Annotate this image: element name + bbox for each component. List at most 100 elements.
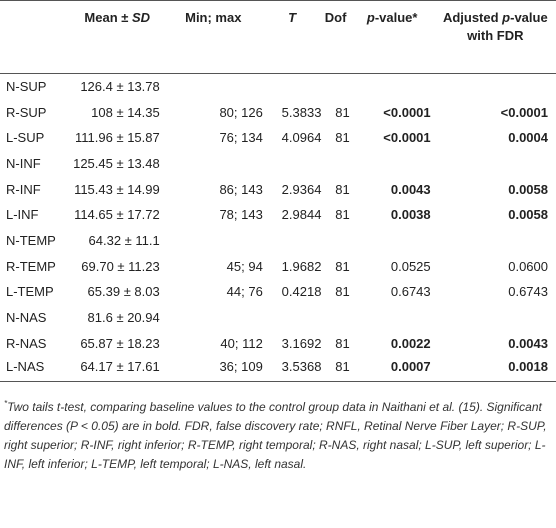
table-cell [435,151,556,177]
table-cell [321,74,349,100]
table-cell: N-INF [0,151,71,177]
table-cell [321,228,349,254]
table-cell: 0.0600 [435,253,556,279]
table-cell: 81 [321,330,349,356]
table-cell: 108 ± 14.35 [71,99,164,125]
table-row: R-SUP 108 ± 14.35 80; 126 5.3833 81 <0.0001 <0… [0,99,556,125]
cell-value: 0.0038 [390,207,431,223]
cell-value: 81 [335,207,350,223]
cell-value: 81.6 ± 20.94 [87,310,160,326]
cell-value: 5.3833 [281,104,322,120]
cell-value: 0.4218 [281,284,322,300]
cell-value: 4.0964 [281,130,322,146]
table-cell: 5.3833 [263,99,322,125]
row-label: N-NAS [6,310,47,326]
table-cell: 86; 143 [164,176,263,202]
table-cell [263,305,322,331]
table-cell: 81 [321,356,349,382]
table-cell [164,74,263,100]
table-cell: 0.0058 [435,176,556,202]
table-cell: 45; 94 [164,253,263,279]
header-text: Adjusted [442,10,503,25]
table-cell: <0.0001 [435,99,556,125]
cell-value: 108 ± 14.35 [91,104,160,120]
table-cell: 81 [321,202,349,228]
cell-value: 126.4 ± 13.78 [80,79,160,95]
table-cell: 125.45 ± 13.48 [71,151,164,177]
table-cell: 4.0964 [263,125,322,151]
table-cell: 1.9682 [263,253,322,279]
cell-value: 81 [335,258,350,274]
cell-value: 64.17 ± 17.61 [80,359,160,375]
table-cell: 81 [321,125,349,151]
table-cell: 0.4218 [263,279,322,305]
cell-value: 78; 143 [219,207,263,223]
cell-value: 1.9682 [281,258,322,274]
header-cell: p-value* [350,1,435,74]
cell-value: 114.65 ± 17.72 [74,207,160,223]
cell-value: 0.0058 [508,181,548,197]
row-label: N-SUP [6,79,47,95]
header-cell: Min; max [164,1,263,74]
cell-value: 2.9364 [281,181,322,197]
table-cell: N-NAS [0,305,71,331]
cell-value: 86; 143 [219,181,263,197]
table-cell: 0.6743 [350,279,435,305]
table-cell: 115.43 ± 14.99 [71,176,164,202]
table-cell: 3.1692 [263,330,322,356]
table-row: N-TEMP 64.32 ± 11.1 [0,228,556,254]
footnote: *Two tails t-test, comparing baseline va… [0,382,556,474]
table-row: L-NAS 64.17 ± 17.61 36; 109 3.5368 81 0.0007 0… [0,356,556,382]
table-cell: 81 [321,99,349,125]
header-cell [0,1,71,74]
cell-value: 36; 109 [219,359,263,375]
table-cell: 0.0004 [435,125,556,151]
cell-value: 0.0022 [390,335,431,351]
table-cell: L-TEMP [0,279,71,305]
table-cell: 0.0018 [435,356,556,382]
table-row: L-TEMP 65.39 ± 8.03 44; 76 0.4218 81 0.6743 0.… [0,279,556,305]
table-cell [350,305,435,331]
header-text: -value with FDR [467,10,548,43]
header-text: SD [132,10,151,25]
table-cell: 0.0043 [350,176,435,202]
table-cell [321,305,349,331]
table-cell [263,74,322,100]
cell-value: <0.0001 [383,104,431,120]
table-cell: 76; 134 [164,125,262,151]
header-cell: Adjusted p-value with FDR [435,1,556,74]
table-cell: R-NAS [0,330,71,356]
row-label: N-TEMP [6,232,56,248]
table-cell: 80; 126 [164,99,262,125]
table-cell: <0.0001 [350,125,435,151]
table-cell: 114.65 ± 17.72 [71,202,164,228]
table-cell: 111.96 ± 15.87 [71,125,164,151]
cell-value: 3.1692 [281,335,322,351]
cell-value: 0.6743 [390,284,431,300]
table-row: N-INF 125.45 ± 13.48 [0,151,556,177]
table-cell: 0.0007 [350,356,435,382]
table-body: N-SUP 126.4 ± 13.78 R-SUP 108 ± 14.35 80; 12… [0,74,556,382]
table-cell: 40; 112 [164,330,262,356]
table-cell: 81 [321,176,349,202]
row-label: R-NAS [6,335,47,351]
cell-value: 0.0004 [508,130,548,146]
table-row: R-NAS 65.87 ± 18.23 40; 112 3.1692 81 0.0022 0… [0,330,556,356]
table-cell: <0.0001 [350,99,435,125]
cell-value: 44; 76 [226,284,263,300]
table-cell: 2.9844 [263,202,322,228]
table-cell [435,305,556,331]
table-cell: 0.0058 [435,202,556,228]
header-text: -value* [374,10,418,25]
header-text: p [366,10,375,25]
table-cell: 44; 76 [164,279,263,305]
footnote-marker: * [4,399,8,409]
table-cell: 64.32 ± 11.1 [71,228,164,254]
table-row: N-NAS 81.6 ± 20.94 [0,305,556,331]
cell-value: 81 [335,104,350,120]
row-label: L-TEMP [6,284,54,300]
table-cell: 36; 109 [164,356,263,382]
cell-value: 0.0018 [508,359,548,375]
table-cell [164,151,263,177]
cell-value: 81 [335,181,350,197]
